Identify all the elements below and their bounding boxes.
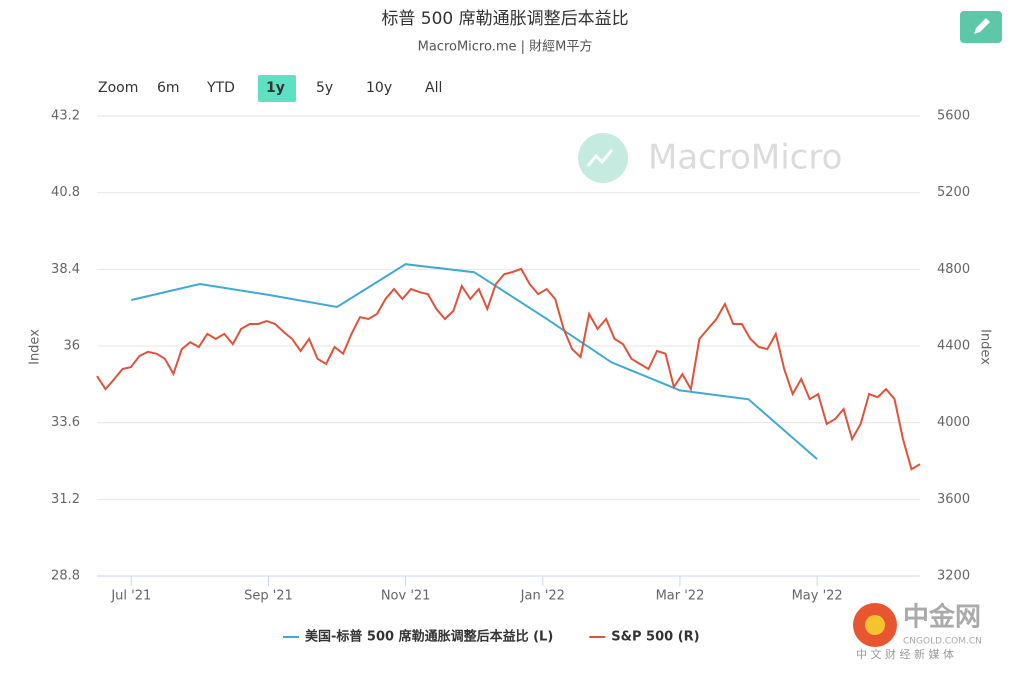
- x-tick-label: May '22: [792, 589, 843, 604]
- y2-tick-label: 5600: [937, 109, 970, 124]
- footer-name: 中金网: [903, 602, 981, 633]
- zoom-button[interactable]: 10y: [366, 80, 392, 96]
- y-tick-label: 43.2: [51, 109, 80, 124]
- footer-watermark: 中金网 CNGOLD.COM.CN 中 文 财 经 新 媒 体: [853, 602, 982, 661]
- y-tick-label: 28.8: [51, 569, 80, 584]
- x-tick-label: Jan '22: [520, 589, 565, 604]
- x-tick-label: Mar '22: [656, 589, 705, 604]
- series-line: [131, 263, 818, 460]
- chart-subtitle: MacroMicro.me | 財經M平方: [418, 39, 593, 55]
- y-tick-label: 31.2: [51, 492, 80, 507]
- zoom-buttons: 6m YTD 1y 5y 10y All: [157, 75, 442, 102]
- edit-button[interactable]: [960, 11, 1002, 43]
- y2-tick-label: 4000: [937, 415, 970, 430]
- y2-tick-label: 4800: [937, 262, 970, 277]
- zoom-button[interactable]: 5y: [316, 80, 333, 96]
- footer-site: CNGOLD.COM.CN: [903, 637, 982, 647]
- edit-icon: [974, 18, 990, 34]
- zoom-button[interactable]: 6m: [157, 80, 180, 96]
- legend-label[interactable]: S&P 500 (R): [611, 630, 699, 645]
- watermark-text: MacroMicro: [648, 138, 842, 178]
- zoom-button-bg[interactable]: [258, 75, 296, 102]
- y-tick-label: 36: [63, 339, 80, 354]
- zoom-button[interactable]: YTD: [206, 80, 235, 96]
- chart-title: 标普 500 席勒通胀调整后本益比: [381, 9, 628, 29]
- watermark-logo: [578, 133, 628, 183]
- footer-tagline: 中 文 财 经 新 媒 体: [856, 647, 954, 661]
- legend-label[interactable]: 美国-标普 500 席勒通胀调整后本益比 (L): [305, 629, 553, 645]
- y-tick-label: 38.4: [51, 262, 80, 277]
- zoom-button[interactable]: 1y: [266, 80, 285, 96]
- x-tick-label: Nov '21: [381, 589, 431, 604]
- y2-tick-label: 5200: [937, 185, 970, 200]
- x-tick-label: Jul '21: [110, 589, 151, 604]
- y-tick-label: 40.8: [51, 185, 80, 200]
- y-tick-label: 33.6: [51, 415, 80, 430]
- footer-logo-inner: [865, 615, 885, 635]
- watermark-icon: [586, 149, 614, 167]
- y2-tick-label: 4400: [937, 339, 970, 354]
- y2-axis-title: Index: [978, 329, 993, 365]
- zoom-button[interactable]: All: [425, 80, 442, 96]
- y-axis-title: Index: [28, 329, 43, 365]
- watermark: MacroMicro: [578, 133, 842, 183]
- x-tick-label: Sep '21: [244, 589, 293, 604]
- y2-tick-label: 3200: [937, 569, 970, 584]
- series-line: [96, 267, 921, 471]
- zoom-label: Zoom: [98, 80, 138, 96]
- y2-tick-label: 3600: [937, 492, 970, 507]
